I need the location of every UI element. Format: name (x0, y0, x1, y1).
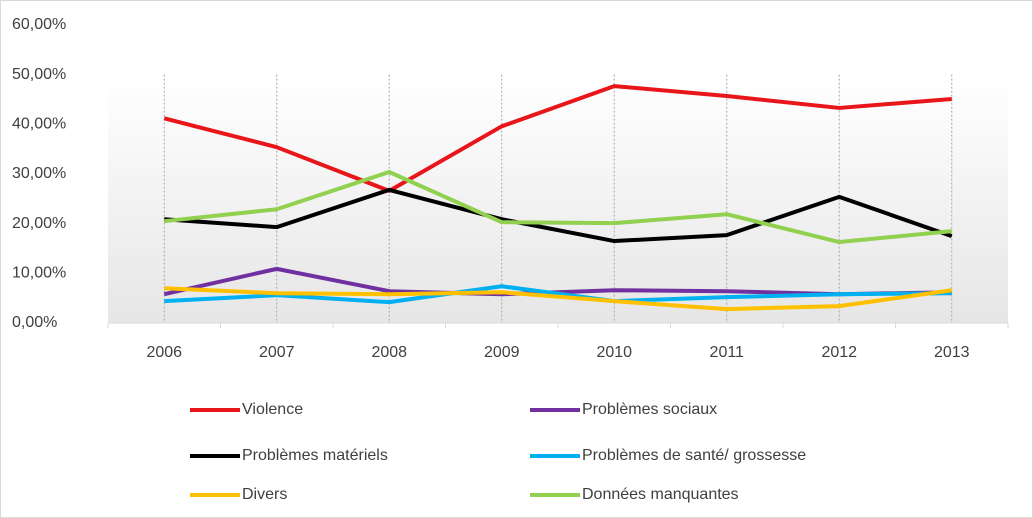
legend-label: Problèmes matériels (242, 447, 388, 464)
series-line (164, 187, 953, 244)
y-tick-label: 50,00% (12, 66, 66, 83)
y-tick-label: 0,00% (12, 314, 57, 331)
x-tick-label: 2013 (934, 344, 970, 361)
legend-label: Divers (242, 486, 287, 503)
y-tick-label: 30,00% (12, 165, 66, 182)
series-line (164, 286, 953, 312)
x-tick-label: 2007 (259, 344, 295, 361)
legend-label: Problèmes de santé/ grossesse (582, 447, 806, 464)
x-tick-label: 2006 (146, 344, 182, 361)
x-tick-label: 2011 (710, 344, 745, 361)
series-line (164, 170, 952, 245)
y-tick-label: 20,00% (12, 215, 66, 232)
legend-label: Problèmes sociaux (582, 401, 717, 418)
y-tick-label: 40,00% (12, 116, 66, 133)
plot-background (108, 74, 1008, 324)
x-tick-label: 2010 (596, 344, 632, 361)
legend-label: Violence (242, 401, 303, 418)
legend-label: Données manquantes (582, 486, 739, 503)
series-line (163, 84, 952, 193)
y-tick-label: 10,00% (12, 265, 66, 282)
x-tick-label: 2012 (821, 344, 857, 361)
series-line (164, 284, 952, 305)
y-tick-label: 60,00% (12, 16, 66, 33)
x-tick-label: 2009 (484, 344, 520, 361)
x-tick-label: 2008 (371, 344, 407, 361)
